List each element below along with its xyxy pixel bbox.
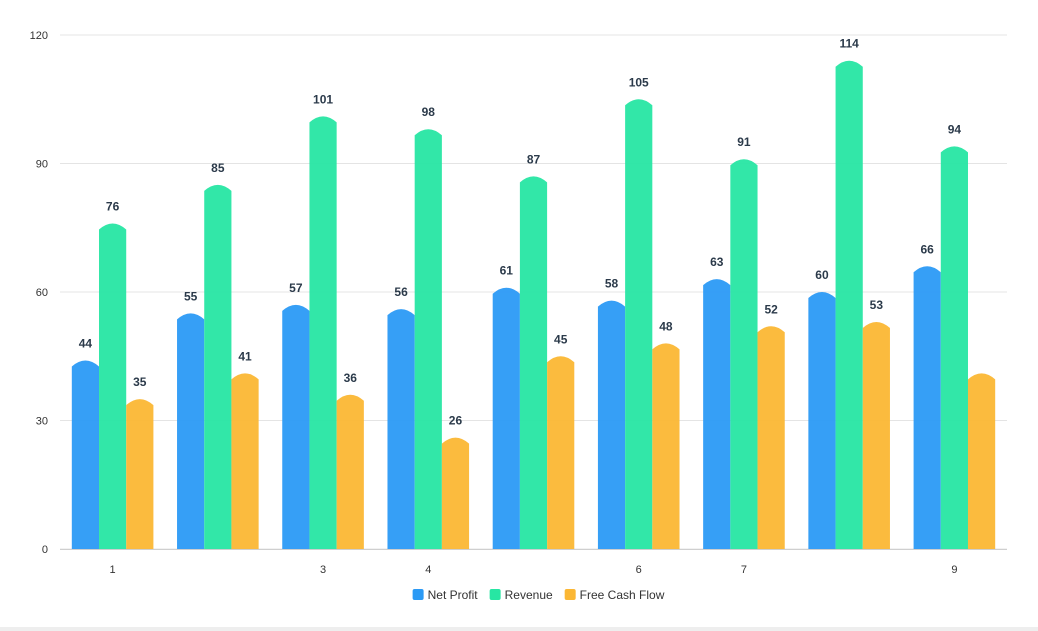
bar-free-cash-flow[interactable] (757, 326, 785, 549)
legend[interactable]: Net Profit Revenue Free Cash Flow (412, 588, 665, 602)
y-tick-label: 120 (30, 30, 48, 42)
bar-free-cash-flow[interactable] (547, 356, 575, 549)
data-label: 55 (184, 289, 198, 303)
bar-net-profit[interactable] (177, 313, 205, 549)
data-label: 48 (659, 319, 673, 333)
x-tick-label: 9 (951, 564, 957, 576)
bar-revenue[interactable] (204, 184, 232, 549)
bar-net-profit[interactable] (913, 266, 941, 549)
legend-label: Free Cash Flow (580, 588, 665, 602)
bar-revenue[interactable] (730, 159, 758, 549)
data-label: 60 (815, 268, 829, 282)
legend-label: Net Profit (428, 588, 479, 602)
bar-revenue[interactable] (99, 223, 127, 549)
legend-swatch (489, 589, 501, 600)
x-tick-label: 1 (110, 564, 116, 576)
bar-revenue[interactable] (309, 116, 337, 549)
data-label: 94 (948, 122, 962, 136)
bar-free-cash-flow[interactable] (967, 373, 996, 549)
data-label: 98 (422, 105, 436, 119)
data-label: 41 (238, 349, 252, 363)
data-label: 57 (289, 281, 303, 295)
data-label: 36 (344, 371, 358, 385)
data-label: 101 (313, 92, 333, 106)
bar-free-cash-flow[interactable] (126, 399, 154, 549)
legend-swatch (564, 589, 576, 600)
data-label: 56 (394, 285, 408, 299)
bar-net-profit[interactable] (703, 279, 731, 549)
data-label: 53 (870, 298, 884, 312)
legend-item-revenue[interactable]: Revenue (489, 588, 553, 602)
bar-revenue[interactable] (519, 176, 548, 549)
data-label: 26 (449, 414, 463, 428)
y-axis-ticks: 0 30 60 90 120 (30, 30, 48, 556)
x-tick-label: 4 (425, 564, 431, 576)
legend-item-net-profit[interactable]: Net Profit (412, 588, 479, 602)
bar-free-cash-flow[interactable] (652, 343, 680, 549)
bar-net-profit[interactable] (282, 304, 310, 549)
data-label: 85 (211, 161, 225, 175)
legend-label: Revenue (505, 588, 553, 602)
x-tick-label: 6 (636, 564, 642, 576)
x-tick-label: 3 (320, 564, 326, 576)
bar-free-cash-flow[interactable] (336, 394, 364, 549)
bar-revenue[interactable] (835, 60, 863, 549)
bar-free-cash-flow[interactable] (231, 373, 259, 549)
data-label: 66 (921, 242, 935, 256)
y-tick-label: 0 (42, 544, 48, 556)
x-axis-ticks: 1 3 4 6 7 9 (60, 549, 1007, 576)
y-tick-label: 30 (36, 416, 48, 428)
bar-revenue[interactable] (625, 99, 653, 549)
legend-swatch (412, 589, 424, 600)
data-label: 45 (554, 332, 568, 346)
bar-revenue[interactable] (940, 146, 968, 549)
data-label: 61 (500, 264, 514, 278)
bar-revenue[interactable] (414, 129, 442, 549)
y-tick-label: 60 (36, 287, 48, 299)
legend-item-free-cash-flow[interactable]: Free Cash Flow (564, 588, 665, 602)
bottom-border (0, 627, 1038, 631)
bar-net-profit[interactable] (597, 300, 626, 549)
bar-free-cash-flow[interactable] (862, 321, 890, 549)
bar-free-cash-flow[interactable] (441, 437, 470, 549)
data-label: 91 (737, 135, 751, 149)
data-label: 35 (133, 375, 147, 389)
bars (71, 60, 996, 549)
data-label: 105 (629, 75, 649, 89)
x-tick-label: 7 (741, 564, 747, 576)
data-label: 58 (605, 277, 619, 291)
data-label: 63 (710, 255, 724, 269)
bar-net-profit[interactable] (71, 360, 100, 549)
bar-net-profit[interactable] (808, 292, 836, 549)
data-label: 76 (106, 199, 120, 213)
data-label: 114 (839, 37, 859, 51)
data-label: 52 (764, 302, 778, 316)
data-labels: 44 55 57 56 61 58 63 60 66 76 85 101 98 87 105 91 114 94 3… (79, 37, 962, 428)
data-label: 87 (527, 152, 541, 166)
bar-net-profit[interactable] (492, 287, 520, 549)
data-label: 44 (79, 337, 93, 351)
y-tick-label: 90 (36, 159, 48, 171)
bar-net-profit[interactable] (387, 309, 415, 549)
